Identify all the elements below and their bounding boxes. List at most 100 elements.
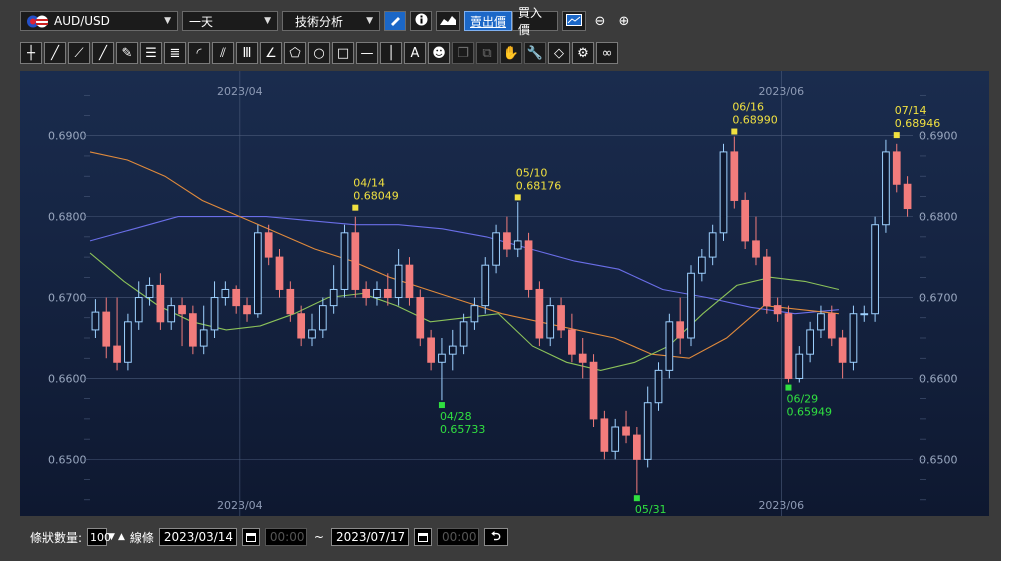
line-tool-button[interactable]: ╱: [44, 42, 66, 64]
candle-up: [882, 151, 890, 226]
sell-price-button[interactable]: 賣出價: [464, 11, 512, 31]
angle-tool-button[interactable]: ∠: [260, 42, 282, 64]
candle-down: [578, 353, 587, 363]
candle-down: [762, 256, 771, 307]
y-tick-label-left: 0.6900: [48, 130, 87, 143]
candle-down: [416, 297, 425, 339]
hand-tool-button[interactable]: ✋: [500, 42, 522, 64]
candle-up: [708, 232, 717, 258]
candle-up: [697, 256, 706, 274]
candle-down: [275, 256, 284, 290]
start-date-value: 2023/03/14: [163, 530, 234, 544]
candle-up: [871, 224, 879, 315]
candle-down: [189, 313, 197, 347]
candle-up: [340, 232, 349, 290]
channel-tool-button[interactable]: ≣: [164, 42, 186, 64]
analysis-label: 技術分析: [295, 14, 344, 29]
eraser-tool-button[interactable]: ◇: [548, 42, 570, 64]
candle-up: [654, 369, 663, 404]
emoji-tool-button[interactable]: ☻: [428, 42, 450, 64]
candle-up: [513, 240, 522, 250]
candle-up: [459, 321, 468, 347]
annotation-value: 0.68049: [353, 190, 399, 203]
pitchfork-tool-button[interactable]: ⫽: [212, 42, 234, 64]
buy-price-button[interactable]: 買入價: [512, 6, 558, 37]
copy-tool-button[interactable]: ⧉: [476, 42, 498, 64]
y-tick-label-right: 0.6800: [919, 211, 958, 224]
circle-tool-button[interactable]: ○: [308, 42, 330, 64]
high-marker: [893, 132, 900, 139]
analysis-dropdown[interactable]: 技術分析 ▼: [282, 11, 380, 31]
end-time-value: 00:00: [441, 530, 477, 544]
horizontal-lines-tool-button[interactable]: ☰: [140, 42, 162, 64]
candle-up: [849, 313, 858, 363]
pencil-tool-button[interactable]: ✎: [116, 42, 138, 64]
settings-tool-button[interactable]: ⚙: [572, 42, 594, 64]
end-date-input[interactable]: 2023/07/17: [330, 528, 409, 546]
crosshair-tool-button[interactable]: ┼: [20, 42, 42, 64]
pencil-icon: ✎: [121, 45, 133, 61]
y-tick-label-left: 0.6600: [48, 372, 87, 385]
flag-icon: [27, 15, 49, 28]
start-date-input[interactable]: 2023/03/14: [158, 528, 237, 546]
candle-up: [448, 345, 457, 355]
text-tool-button[interactable]: A: [404, 42, 426, 64]
candle-down: [297, 313, 306, 339]
vertical-line-tool-button[interactable]: │: [380, 42, 402, 64]
candle-up: [719, 151, 728, 234]
mountain-chart-button[interactable]: [436, 11, 460, 31]
cycle-lines-icon: Ⅲ: [242, 45, 252, 61]
horizontal-line-tool-button[interactable]: —: [356, 42, 378, 64]
draw-toggle-button[interactable]: [384, 11, 406, 31]
period-dropdown[interactable]: 一天 ▼: [182, 11, 278, 31]
clone-tool-button[interactable]: ❐: [452, 42, 474, 64]
pencil-icon: [389, 14, 401, 29]
extended-line-tool-button[interactable]: ╱: [92, 42, 114, 64]
zoom-out-button[interactable]: ⊖: [590, 11, 610, 31]
y-tick-label-right: 0.6700: [919, 292, 958, 305]
zoom-in-button[interactable]: ⊕: [614, 11, 634, 31]
wrench-tool-button[interactable]: 🔧: [524, 42, 546, 64]
y-tick-label-right: 0.6600: [919, 372, 958, 385]
end-date-calendar-button[interactable]: [413, 528, 432, 546]
chevron-down-icon: ▼: [366, 16, 373, 26]
candle-down: [362, 288, 370, 299]
high-marker: [514, 194, 521, 201]
start-time-input[interactable]: 00:00: [264, 528, 307, 546]
candle-up: [687, 272, 695, 339]
bar-count-up-button[interactable]: ▲: [117, 532, 125, 542]
bottom-bar: 條狀數量: 100 ▼ ▲ 線條 2023/03/14 00:00 ~ 2023…: [20, 524, 508, 550]
candle-down: [827, 313, 836, 339]
fan-tool-button[interactable]: ◜: [188, 42, 210, 64]
candle-up: [470, 305, 479, 323]
pentagon-tool-button[interactable]: ⬠: [284, 42, 306, 64]
start-time-value: 00:00: [269, 530, 305, 544]
ray-tool-button[interactable]: ⟋: [68, 42, 90, 64]
price-chart[interactable]: 0.6500 0.6500 0.6600 0.6600 0.6700 0.6700 0.68…: [20, 71, 989, 529]
symbol-dropdown[interactable]: AUD/USD ▼: [20, 11, 178, 31]
link-tool-button[interactable]: ∞: [596, 42, 618, 64]
end-time-input[interactable]: 00:00: [436, 528, 479, 546]
candle-up: [221, 288, 230, 299]
info-button[interactable]: [410, 11, 432, 31]
candle-down: [892, 151, 901, 185]
eraser-icon: ◇: [554, 45, 564, 61]
chart-settings-button[interactable]: [562, 11, 586, 31]
cycle-lines-tool-button[interactable]: Ⅲ: [236, 42, 258, 64]
rectangle-icon: □: [336, 45, 350, 61]
apply-range-button[interactable]: ⮌: [483, 528, 508, 546]
start-date-calendar-button[interactable]: [241, 528, 260, 546]
candle-down: [383, 288, 392, 299]
bar-count-input[interactable]: 100: [87, 528, 111, 546]
pentagon-icon: ⬠: [289, 45, 301, 61]
horizontal-lines-icon: ☰: [145, 45, 157, 61]
candle-up: [210, 297, 219, 331]
low-marker: [633, 495, 640, 502]
y-tick-label-right: 0.6900: [919, 130, 958, 143]
rectangle-tool-button[interactable]: □: [332, 42, 354, 64]
x-label-bottom: 2023/04: [217, 499, 263, 512]
bar-count-down-button[interactable]: ▼: [108, 532, 115, 542]
calendar-icon: [245, 532, 256, 542]
fan-icon: ◜: [196, 45, 202, 61]
